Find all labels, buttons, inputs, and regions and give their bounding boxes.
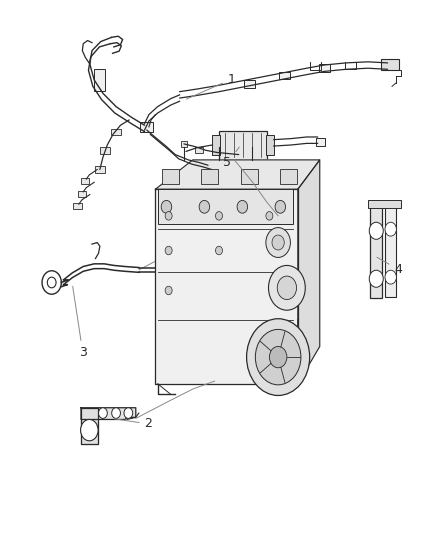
Bar <box>81 178 89 184</box>
Circle shape <box>255 329 301 385</box>
Text: 1: 1 <box>187 72 236 99</box>
Circle shape <box>269 346 287 368</box>
Circle shape <box>277 276 297 300</box>
Bar <box>316 138 325 146</box>
Circle shape <box>165 286 172 295</box>
Circle shape <box>124 408 133 418</box>
Polygon shape <box>298 160 320 384</box>
Circle shape <box>369 222 383 239</box>
Bar <box>162 169 179 184</box>
Circle shape <box>268 265 305 310</box>
Circle shape <box>385 270 396 284</box>
Bar <box>158 189 293 224</box>
Circle shape <box>275 200 286 213</box>
Bar <box>241 169 258 184</box>
Bar <box>368 200 401 208</box>
Bar <box>73 203 82 209</box>
Circle shape <box>47 277 56 288</box>
Bar <box>381 59 399 70</box>
Circle shape <box>161 200 172 213</box>
Bar <box>180 141 187 147</box>
Bar <box>279 72 290 79</box>
Bar <box>319 64 330 72</box>
Bar <box>219 131 267 160</box>
Polygon shape <box>81 408 98 444</box>
Text: 2: 2 <box>114 417 152 431</box>
Bar <box>95 166 105 173</box>
Bar <box>370 205 382 298</box>
Circle shape <box>42 271 61 294</box>
Bar <box>280 169 297 184</box>
Circle shape <box>165 212 172 220</box>
Bar <box>249 141 255 147</box>
Text: 3: 3 <box>73 286 87 359</box>
Circle shape <box>266 212 273 220</box>
Circle shape <box>99 408 107 418</box>
Bar <box>201 169 218 184</box>
Polygon shape <box>155 189 298 384</box>
Polygon shape <box>81 408 136 419</box>
Bar <box>212 135 220 155</box>
Circle shape <box>165 246 172 255</box>
Circle shape <box>199 200 210 213</box>
Circle shape <box>81 419 98 441</box>
Circle shape <box>215 246 223 255</box>
Bar <box>266 135 274 155</box>
Circle shape <box>247 319 310 395</box>
Text: 4: 4 <box>377 257 402 276</box>
Bar <box>140 122 153 132</box>
Bar <box>111 129 121 135</box>
Bar <box>385 206 396 297</box>
Bar <box>195 147 203 154</box>
Bar <box>215 141 222 147</box>
Circle shape <box>272 235 284 250</box>
Polygon shape <box>155 160 320 189</box>
Text: 5: 5 <box>223 147 239 169</box>
Circle shape <box>215 212 223 220</box>
Bar <box>100 147 110 154</box>
Circle shape <box>385 222 396 236</box>
Circle shape <box>112 408 120 418</box>
Bar <box>219 150 227 157</box>
Bar <box>94 69 105 91</box>
Circle shape <box>369 270 383 287</box>
Circle shape <box>237 200 247 213</box>
Circle shape <box>266 228 290 257</box>
Bar <box>78 191 86 197</box>
Bar <box>244 80 255 88</box>
